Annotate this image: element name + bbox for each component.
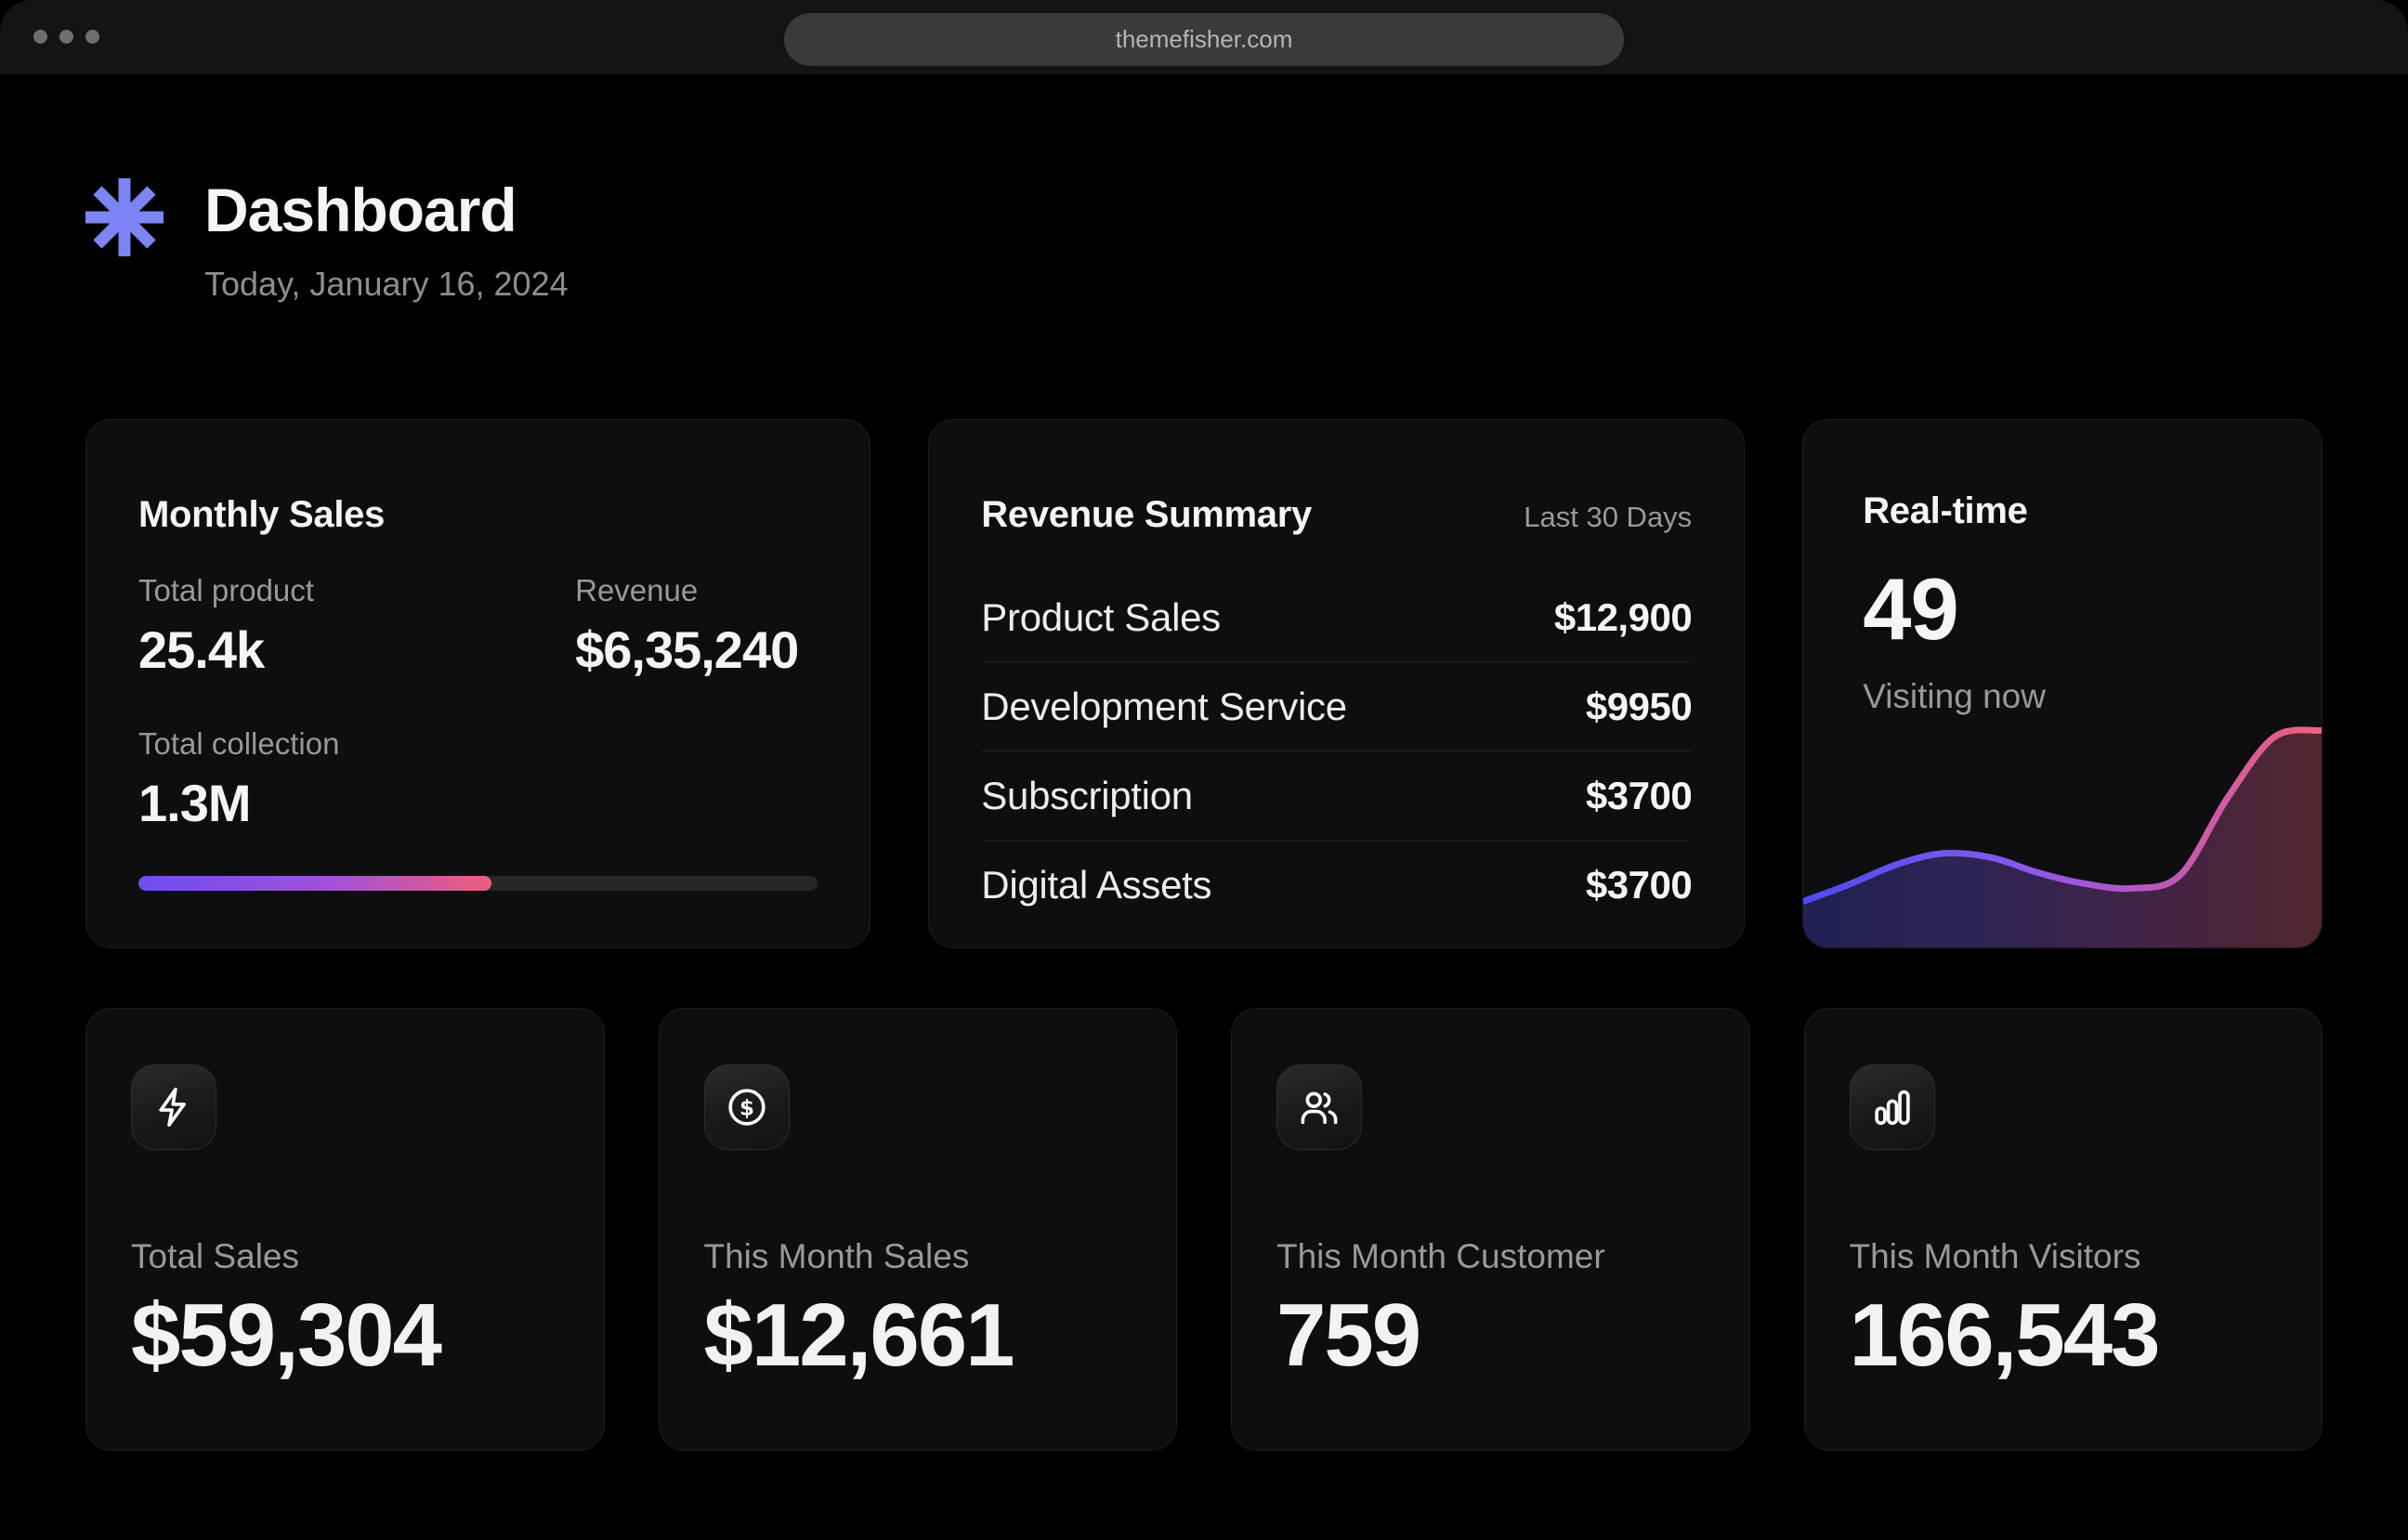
icon-tile: $ <box>703 1064 790 1151</box>
window-control-minimize[interactable] <box>59 30 73 44</box>
stat-label: This Month Sales <box>703 1237 970 1276</box>
row-label: Subscription <box>981 773 1193 817</box>
stat-value: $59,304 <box>131 1286 442 1386</box>
month-customer-card: This Month Customer 759 <box>1231 1008 1750 1452</box>
row-label: Development Service <box>981 684 1347 728</box>
month-sales-card: $ This Month Sales $12,661 <box>658 1008 1177 1452</box>
progress-fill <box>138 876 492 892</box>
stat-label: This Month Visitors <box>1849 1237 2141 1276</box>
browser-titlebar: themefisher.com <box>0 0 2408 74</box>
bar-chart-icon <box>1874 1090 1910 1126</box>
revenue-metric: Revenue $6,35,240 <box>575 573 818 680</box>
window-control-zoom[interactable] <box>85 30 99 44</box>
svg-text:$: $ <box>739 1097 753 1121</box>
total-product-value: 25.4k <box>138 620 265 680</box>
icon-tile <box>1276 1064 1362 1151</box>
monthly-sales-title: Monthly Sales <box>138 494 386 536</box>
chart-area-fill <box>1803 730 2322 948</box>
table-row: Subscription $3700 <box>981 751 1693 842</box>
row-label: Product Sales <box>981 594 1221 639</box>
stats-row: Total Sales $59,304 $ This Month Sales $… <box>85 1008 2323 1452</box>
stat-value: 166,543 <box>1849 1286 2161 1386</box>
icon-tile <box>131 1064 216 1151</box>
visitors-caption: Visiting now <box>1863 677 2046 716</box>
total-product-metric: Total product 25.4k <box>138 573 575 680</box>
summary-row: Monthly Sales Total product 25.4k Revenu… <box>85 419 2323 949</box>
month-visitors-card: This Month Visitors 166,543 <box>1803 1008 2323 1452</box>
revenue-summary-title: Revenue Summary <box>981 494 1312 536</box>
table-row: Digital Assets $3700 <box>981 841 1692 930</box>
row-value: $3700 <box>1585 773 1693 817</box>
revenue-rows: Product Sales $12,900 Development Servic… <box>981 573 1693 930</box>
table-row: Development Service $9950 <box>981 662 1693 752</box>
monthly-sales-card: Monthly Sales Total product 25.4k Revenu… <box>85 419 871 949</box>
icon-tile <box>1849 1064 1935 1151</box>
sales-progress-track <box>138 876 818 892</box>
stat-label: This Month Customer <box>1276 1237 1605 1276</box>
visitors-count: 49 <box>1863 560 1959 659</box>
window-controls <box>33 30 99 44</box>
total-sales-card: Total Sales $59,304 <box>85 1008 605 1452</box>
total-collection-label: Total collection <box>138 726 340 762</box>
dollar-circle-icon: $ <box>727 1089 766 1126</box>
zap-icon <box>159 1088 186 1128</box>
address-bar[interactable]: themefisher.com <box>784 13 1624 66</box>
users-icon <box>1301 1091 1338 1125</box>
total-product-label: Total product <box>138 573 314 608</box>
page-date: Today, January 16, 2024 <box>204 265 569 304</box>
total-collection-metric: Total collection 1.3M <box>138 726 818 833</box>
window-control-close[interactable] <box>33 30 47 44</box>
address-bar-url: themefisher.com <box>1115 25 1293 53</box>
total-collection-value: 1.3M <box>138 774 252 833</box>
stat-value: $12,661 <box>703 1286 1015 1386</box>
revenue-value: $6,35,240 <box>575 620 799 680</box>
stat-value: 759 <box>1276 1286 1421 1386</box>
revenue-summary-card: Revenue Summary Last 30 Days Product Sal… <box>928 419 1746 949</box>
row-value: $9950 <box>1585 684 1693 728</box>
row-label: Digital Assets <box>981 863 1212 907</box>
asterisk-icon <box>85 178 164 256</box>
page-title: Dashboard <box>204 176 517 244</box>
realtime-card: Real-time 49 Visiting now <box>1802 419 2323 949</box>
realtime-title: Real-time <box>1863 490 2028 532</box>
revenue-period-label: Last 30 Days <box>1524 501 1693 534</box>
stat-label: Total Sales <box>131 1237 299 1276</box>
chart-line <box>1803 726 2322 906</box>
revenue-label: Revenue <box>575 573 699 608</box>
row-value: $12,900 <box>1553 594 1693 639</box>
table-row: Product Sales $12,900 <box>981 573 1693 663</box>
row-value: $3700 <box>1585 863 1693 907</box>
realtime-area-chart <box>1803 726 2322 948</box>
page-header: Dashboard Today, January 16, 2024 <box>85 176 2323 304</box>
